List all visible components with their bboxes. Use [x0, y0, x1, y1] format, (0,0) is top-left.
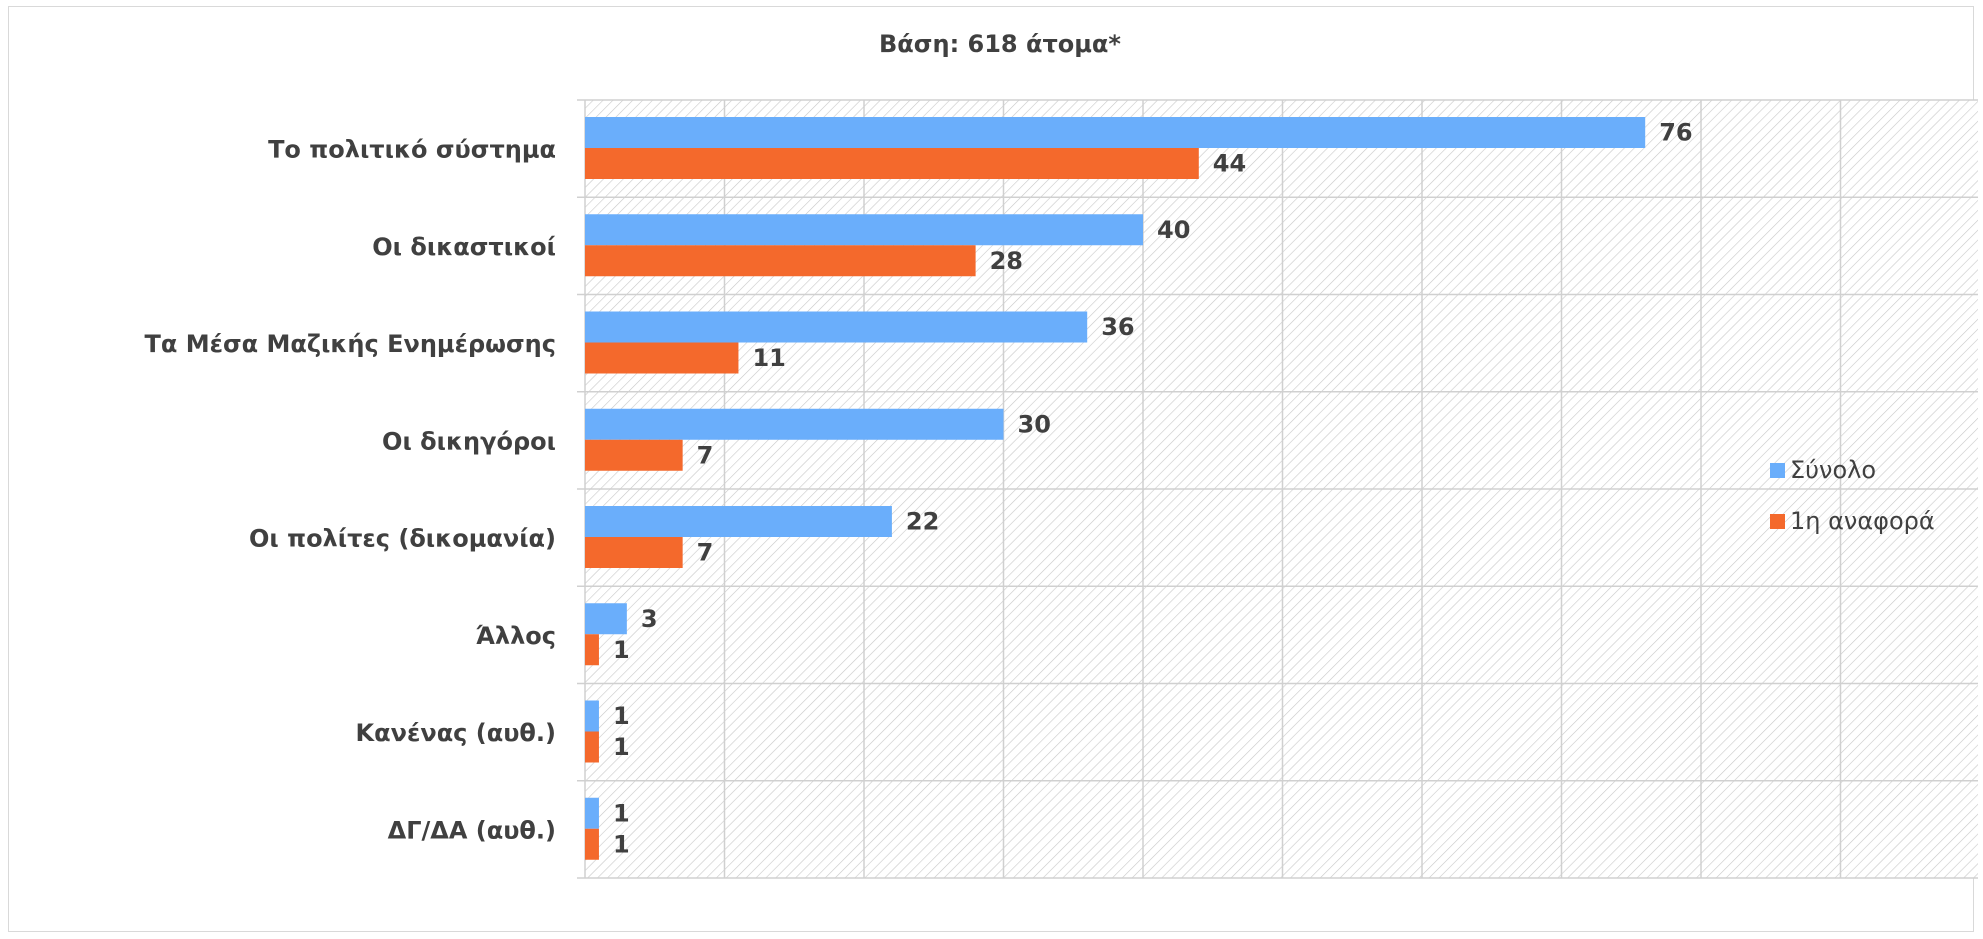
bar-first-mention [585, 439, 683, 471]
legend-label: 1η αναφορά [1790, 507, 1935, 535]
data-label: 30 [1018, 410, 1051, 438]
bar-total [585, 797, 599, 829]
data-label: 76 [1659, 119, 1692, 147]
chart-title: Βάση: 618 άτομα* [879, 30, 1121, 58]
category-label: Κανένας (αυθ.) [356, 719, 556, 747]
category-label: ΔΓ/ΔΑ (αυθ.) [388, 816, 556, 844]
bar-first-mention [585, 731, 599, 763]
bar-first-mention [585, 342, 739, 374]
category-label: Τα Μέσα Μαζικής Ενημέρωσης [144, 330, 556, 358]
bar-first-mention [585, 245, 976, 277]
data-label: 28 [990, 247, 1023, 275]
bar-total [585, 117, 1646, 148]
category-label: Οι πολίτες (δικομανία) [249, 525, 556, 553]
category-label: Το πολιτικό σύστημα [268, 136, 556, 164]
data-label: 1 [613, 799, 630, 827]
bar-total [585, 408, 1004, 440]
bar-first-mention [585, 634, 599, 666]
data-label: 7 [697, 441, 714, 469]
data-label: 36 [1101, 313, 1134, 341]
category-label: Άλλος [476, 622, 556, 650]
bar-total [585, 603, 627, 635]
data-label: 11 [752, 344, 785, 372]
legend-swatch [1770, 514, 1785, 529]
data-label: 40 [1157, 216, 1190, 244]
bars [585, 117, 1646, 860]
bar-total [585, 700, 599, 732]
category-label: Οι δικαστικοί [372, 233, 556, 261]
bar-total [585, 506, 892, 537]
data-label: 1 [613, 733, 630, 761]
bar-first-mention [585, 148, 1199, 179]
gridlines [577, 99, 1978, 879]
category-labels: Το πολιτικό σύστημα Οι δικαστικοί Τα Μέσα … [144, 136, 556, 845]
data-label: 22 [906, 508, 939, 536]
data-label: 44 [1213, 150, 1246, 178]
bar-first-mention [585, 828, 599, 860]
data-label: 7 [697, 539, 714, 567]
bar-total [585, 214, 1143, 246]
bar-first-mention [585, 537, 683, 568]
category-label: Οι δικηγόροι [382, 427, 556, 455]
legend: Σύνολο 1η αναφορά [1770, 456, 1935, 535]
data-label: 1 [613, 830, 630, 858]
data-label: 1 [613, 636, 630, 664]
data-label: 3 [641, 605, 658, 633]
bar-total [585, 311, 1088, 343]
data-label: 1 [613, 702, 630, 730]
legend-swatch [1770, 463, 1785, 478]
legend-label: Σύνολο [1790, 456, 1876, 484]
